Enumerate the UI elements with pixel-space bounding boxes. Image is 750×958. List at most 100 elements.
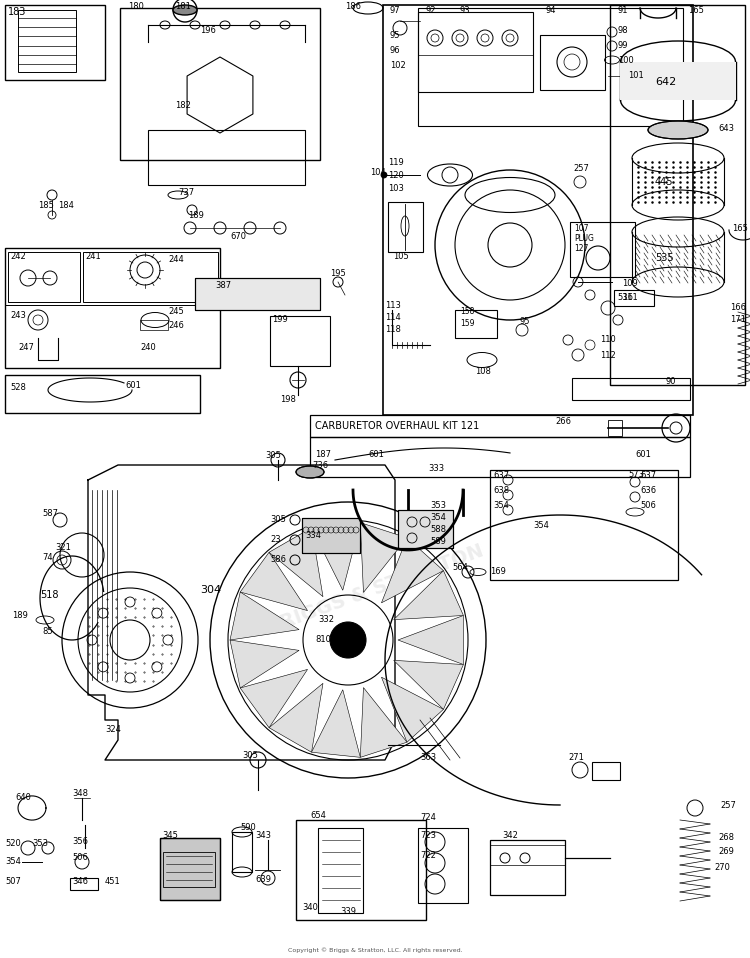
Circle shape xyxy=(381,172,387,178)
Text: 722: 722 xyxy=(420,851,436,859)
Text: 198: 198 xyxy=(280,396,296,404)
Text: 93: 93 xyxy=(460,6,471,14)
Text: 518: 518 xyxy=(40,590,58,600)
Text: 99: 99 xyxy=(618,40,628,50)
Text: 342: 342 xyxy=(502,831,518,839)
Text: 110: 110 xyxy=(600,335,616,345)
Text: 640: 640 xyxy=(15,793,31,803)
Text: 339: 339 xyxy=(340,907,356,917)
Text: 305: 305 xyxy=(242,750,258,760)
Text: 242: 242 xyxy=(10,252,26,261)
Bar xyxy=(5,375,200,413)
Text: 334: 334 xyxy=(305,532,321,540)
Bar xyxy=(5,5,105,80)
Text: 105: 105 xyxy=(393,252,409,261)
Text: 247: 247 xyxy=(18,344,34,353)
Bar xyxy=(83,252,218,302)
Text: 354: 354 xyxy=(430,513,445,522)
Text: 184: 184 xyxy=(58,200,74,210)
Text: 183: 183 xyxy=(8,7,26,17)
Bar xyxy=(608,420,622,436)
Text: 186: 186 xyxy=(345,2,361,11)
Bar xyxy=(398,510,453,548)
Text: 92: 92 xyxy=(425,6,436,14)
Bar xyxy=(310,415,690,437)
Bar xyxy=(302,518,360,553)
Text: 346: 346 xyxy=(72,878,88,886)
Text: 536: 536 xyxy=(617,293,633,303)
Text: 333: 333 xyxy=(428,464,444,472)
Text: 387: 387 xyxy=(215,281,231,289)
Text: 590: 590 xyxy=(240,824,256,833)
Text: 573: 573 xyxy=(628,469,644,478)
Text: 112: 112 xyxy=(600,351,616,359)
Text: 95: 95 xyxy=(520,317,530,327)
Text: CARBURETOR OVERHAUL KIT 121: CARBURETOR OVERHAUL KIT 121 xyxy=(315,421,479,431)
Bar xyxy=(163,852,215,887)
Text: 305: 305 xyxy=(270,515,286,524)
Bar xyxy=(8,252,80,302)
Polygon shape xyxy=(311,523,360,590)
Bar xyxy=(592,762,620,780)
Text: 100: 100 xyxy=(618,56,634,64)
Polygon shape xyxy=(394,571,464,620)
Text: 85: 85 xyxy=(42,627,52,636)
Polygon shape xyxy=(230,592,299,640)
Bar xyxy=(195,278,320,310)
Text: 246: 246 xyxy=(168,321,184,330)
Text: 348: 348 xyxy=(72,788,88,797)
Text: 108: 108 xyxy=(475,368,490,376)
Bar xyxy=(296,820,426,920)
Text: 343: 343 xyxy=(255,832,271,840)
Text: 94: 94 xyxy=(545,6,556,14)
Text: 601: 601 xyxy=(368,449,384,459)
Text: 196: 196 xyxy=(200,26,216,34)
Text: 271: 271 xyxy=(568,754,584,763)
Text: 670: 670 xyxy=(230,232,246,240)
Text: 104: 104 xyxy=(370,168,386,176)
Text: 588: 588 xyxy=(430,526,446,535)
Text: 266: 266 xyxy=(555,418,571,426)
Text: 270: 270 xyxy=(714,863,730,873)
Bar xyxy=(620,62,736,100)
Bar xyxy=(570,222,635,277)
Text: 564: 564 xyxy=(452,563,468,573)
Text: 195: 195 xyxy=(330,269,346,279)
Text: 187: 187 xyxy=(315,449,331,459)
Bar xyxy=(398,510,453,548)
Text: 98: 98 xyxy=(618,26,628,34)
Text: 535: 535 xyxy=(655,253,674,263)
Text: 637: 637 xyxy=(493,470,509,480)
Text: 528: 528 xyxy=(10,383,26,393)
Text: 642: 642 xyxy=(655,77,676,87)
Text: 643: 643 xyxy=(718,124,734,132)
Bar xyxy=(232,832,252,872)
Text: 354: 354 xyxy=(533,520,549,530)
Polygon shape xyxy=(394,660,464,709)
Text: 724: 724 xyxy=(420,813,436,823)
Ellipse shape xyxy=(173,5,197,15)
Text: 356: 356 xyxy=(72,837,88,847)
Text: 345: 345 xyxy=(162,831,178,839)
Text: 587: 587 xyxy=(42,509,58,517)
Bar xyxy=(614,290,654,306)
Text: 189: 189 xyxy=(12,610,28,620)
Text: 601: 601 xyxy=(125,380,141,390)
Bar xyxy=(148,130,305,185)
Bar xyxy=(270,316,330,366)
Text: 97: 97 xyxy=(390,6,400,14)
Text: 507: 507 xyxy=(5,878,21,886)
Polygon shape xyxy=(269,528,323,597)
Bar xyxy=(70,878,98,890)
Text: 23: 23 xyxy=(270,536,280,544)
Text: 103: 103 xyxy=(388,184,404,193)
Text: 107: 107 xyxy=(574,223,589,233)
Polygon shape xyxy=(360,688,407,758)
Text: 654: 654 xyxy=(310,810,326,819)
Text: 340: 340 xyxy=(302,902,318,911)
Text: 445: 445 xyxy=(655,177,674,187)
Text: BRIGGS & STRATTON: BRIGGS & STRATTON xyxy=(264,542,486,638)
Text: 243: 243 xyxy=(10,311,26,321)
Text: 639: 639 xyxy=(255,876,271,884)
Text: 638: 638 xyxy=(493,486,509,494)
